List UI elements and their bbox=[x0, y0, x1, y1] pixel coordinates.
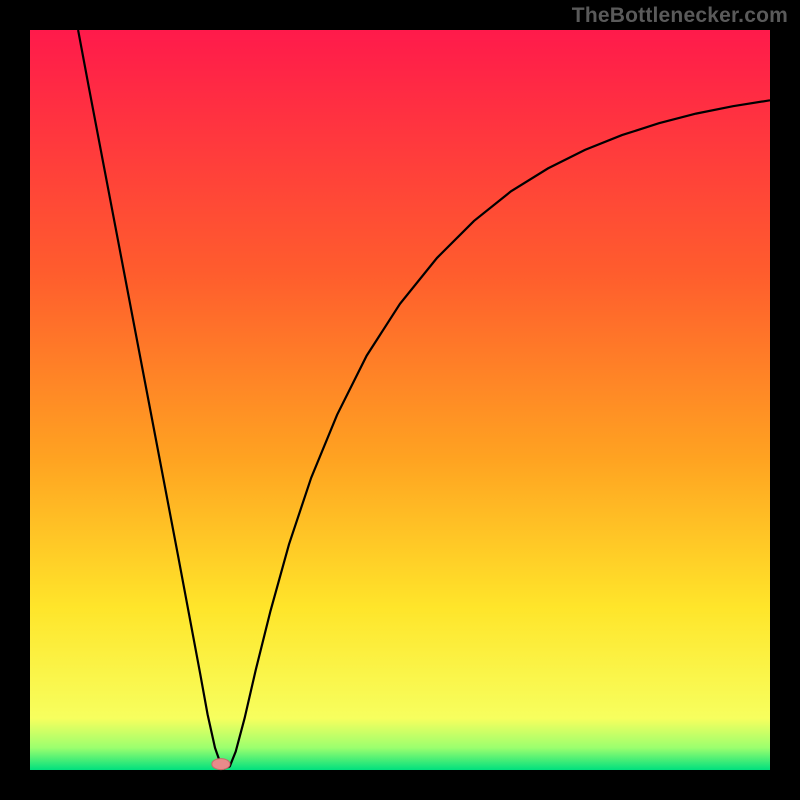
bottleneck-curve bbox=[30, 30, 770, 770]
optimum-marker bbox=[211, 758, 230, 770]
watermark-text: TheBottlenecker.com bbox=[572, 4, 788, 28]
plot-area bbox=[30, 30, 770, 770]
chart-frame: TheBottlenecker.com bbox=[0, 0, 800, 800]
